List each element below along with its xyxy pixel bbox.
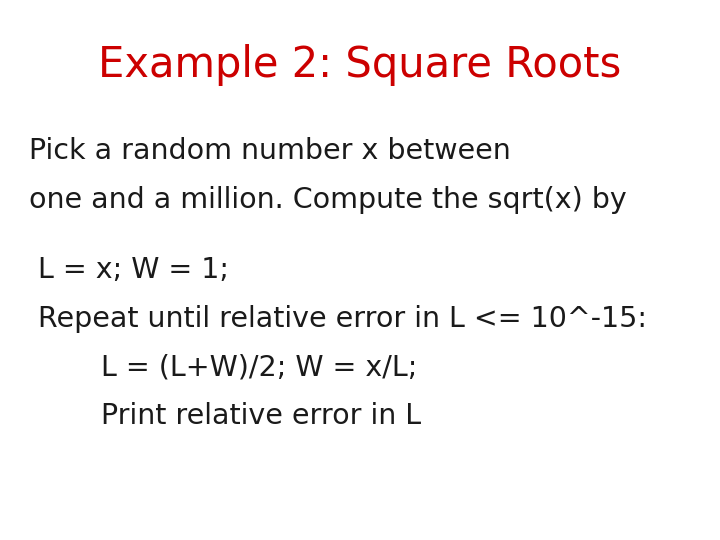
Text: Example 2: Square Roots: Example 2: Square Roots: [99, 44, 621, 86]
Text: Print relative error in L: Print relative error in L: [29, 402, 421, 430]
Text: L = x; W = 1;: L = x; W = 1;: [29, 256, 229, 284]
Text: L = (L+W)/2; W = x/L;: L = (L+W)/2; W = x/L;: [29, 353, 417, 381]
Text: one and a million. Compute the sqrt(x) by: one and a million. Compute the sqrt(x) b…: [29, 186, 626, 214]
Text: Repeat until relative error in L <= 10^-15:: Repeat until relative error in L <= 10^-…: [29, 305, 647, 333]
Text: Pick a random number x between: Pick a random number x between: [29, 137, 510, 165]
